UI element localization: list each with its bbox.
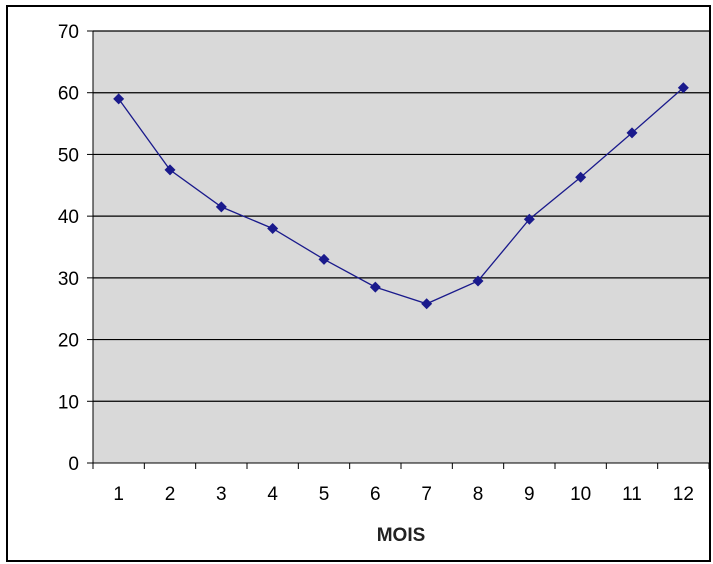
- data-point-marker: [575, 171, 587, 183]
- x-tick-label: 1: [113, 484, 124, 505]
- data-point-marker: [215, 201, 227, 213]
- data-point-marker: [677, 82, 689, 94]
- y-tick-label: 50: [58, 145, 79, 166]
- plot-background: [93, 31, 709, 463]
- x-tick-label: 8: [473, 484, 484, 505]
- y-tick-label: 70: [58, 22, 79, 43]
- x-tick-label: 6: [370, 484, 381, 505]
- data-point-marker: [369, 281, 381, 293]
- y-tick-label: 30: [58, 269, 79, 290]
- data-point-marker: [164, 164, 176, 176]
- x-tick-label: 11: [622, 484, 642, 505]
- x-tick-label: 5: [319, 484, 330, 505]
- x-tick-label: 7: [421, 484, 432, 505]
- series-line: [118, 87, 684, 305]
- chart-frame: 0 10 20 30 40 50 60 70 1 2 3 4 5 6 7 8 9 10 11 12 MOIS: [6, 5, 711, 562]
- y-tick-label: 40: [58, 207, 79, 228]
- data-point-marker: [421, 298, 433, 310]
- x-tick-label: 12: [673, 484, 694, 505]
- data-point-marker: [267, 222, 279, 234]
- y-tick-label: 0: [68, 454, 79, 475]
- data-point-marker: [523, 213, 535, 225]
- data-point-marker: [318, 253, 330, 265]
- y-tick-label: 10: [58, 392, 79, 413]
- data-point-marker: [113, 93, 125, 105]
- x-tick-label: 10: [570, 484, 591, 505]
- x-tick-label: 3: [216, 484, 227, 505]
- data-point-marker: [472, 275, 484, 287]
- y-tick-label: 20: [58, 331, 79, 352]
- x-axis-title: MOIS: [377, 525, 426, 546]
- x-tick-label: 9: [524, 484, 535, 505]
- y-tick-label: 60: [58, 84, 79, 105]
- x-tick-label: 4: [267, 484, 278, 505]
- x-tick-label: 2: [165, 484, 176, 505]
